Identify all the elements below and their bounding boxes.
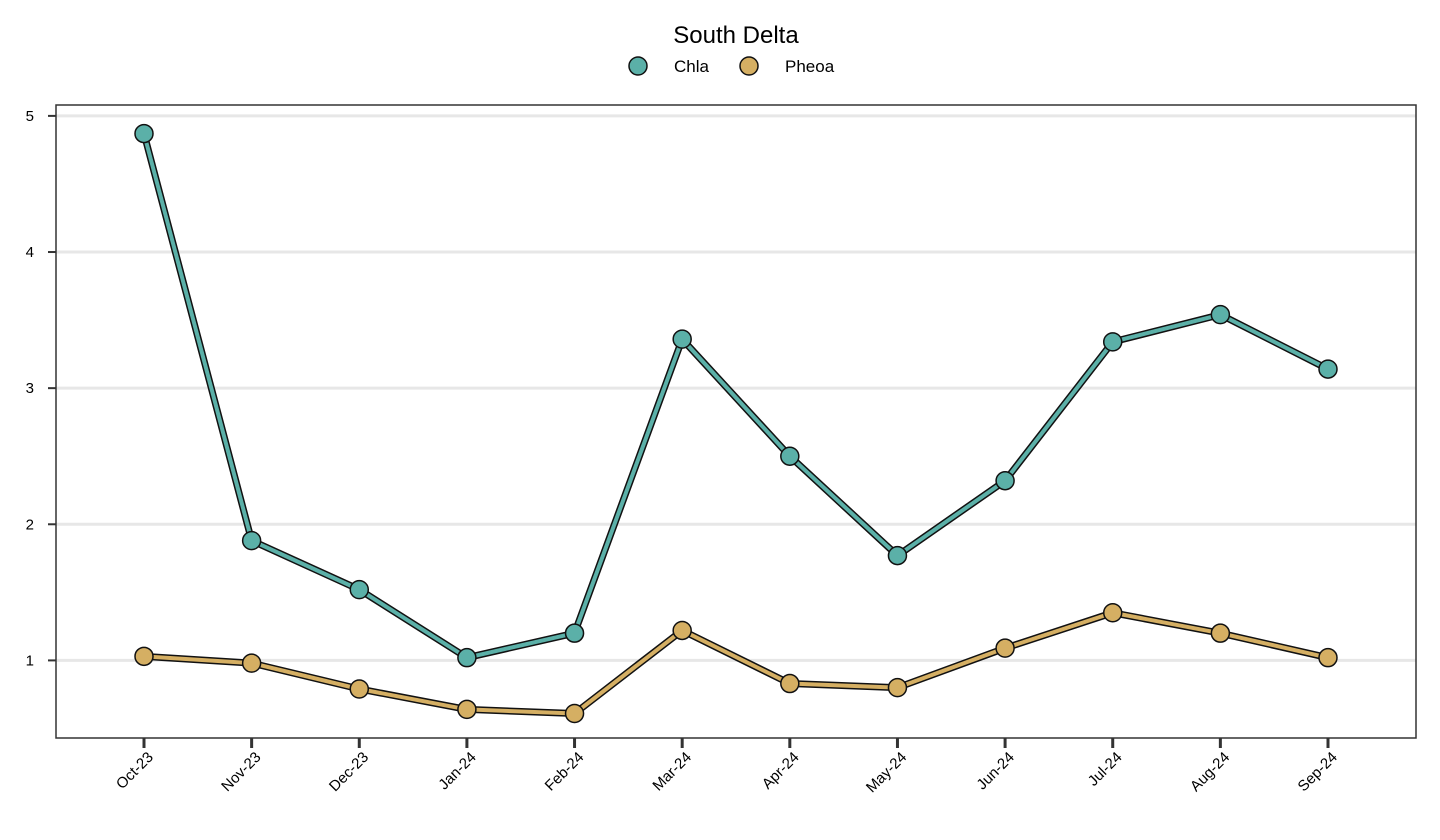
point-chla-Sep-24 (1318, 359, 1338, 379)
point-pheoa-Jun-24 (995, 638, 1015, 658)
y-tick-label-4: 4 (26, 244, 34, 261)
point-pheoa-Jul-24 (1102, 603, 1123, 623)
point-chla-Feb-24 (564, 623, 585, 643)
point-pheoa-Jan-24 (457, 699, 477, 720)
point-chla-Mar-24 (672, 329, 692, 349)
legend: Chla Pheoa (628, 56, 835, 76)
legend-label-chla: Chla (674, 57, 710, 76)
y-gridlines (56, 114, 1416, 662)
x-tick-label-Jun-24: Jun-24 (973, 749, 1017, 793)
x-tick-label-Jul-24: Jul-24 (1085, 749, 1126, 790)
y-tick-label-3: 3 (26, 380, 34, 397)
point-chla-Nov-23 (241, 530, 262, 551)
point-pheoa-May-24 (887, 677, 908, 698)
point-chla-Jun-24 (995, 470, 1015, 491)
x-tick-label-Nov-23: Nov-23 (218, 749, 264, 795)
x-tick-label-Sep-24: Sep-24 (1295, 749, 1341, 795)
point-pheoa-Oct-23 (134, 646, 154, 667)
legend-marker-pheoa (739, 56, 759, 76)
legend-label-pheoa: Pheoa (785, 57, 835, 76)
x-axis: Oct-23 Nov-23 Dec-23 Jan-24 Feb-24 Mar-24 Apr-… (113, 738, 1341, 796)
point-chla-Oct-23 (134, 123, 154, 144)
point-pheoa-Feb-24 (564, 703, 585, 724)
point-pheoa-Nov-23 (241, 653, 262, 673)
y-tick-label-1: 1 (26, 652, 34, 669)
x-tick-label-Feb-24: Feb-24 (542, 749, 588, 795)
point-pheoa-Apr-24 (780, 673, 800, 694)
legend-item-chla: Chla (628, 56, 710, 76)
chart-title: South Delta (673, 22, 799, 49)
y-tick-label-5: 5 (26, 108, 34, 125)
series-chla-line (142, 131, 1330, 660)
y-tick-label-2: 2 (26, 516, 34, 533)
legend-marker-chla (628, 56, 648, 76)
series-pheoa-line (142, 610, 1330, 716)
point-pheoa-Aug-24 (1210, 623, 1231, 643)
point-chla-Jan-24 (457, 647, 477, 668)
point-chla-Aug-24 (1210, 304, 1231, 325)
x-tick-label-Apr-24: Apr-24 (759, 749, 803, 793)
x-tick-label-Oct-23: Oct-23 (113, 749, 157, 793)
point-chla-May-24 (887, 545, 908, 566)
point-chla-Jul-24 (1102, 332, 1123, 352)
point-pheoa-Dec-23 (349, 679, 370, 699)
x-tick-label-Mar-24: Mar-24 (649, 749, 695, 795)
x-tick-label-May-24: May-24 (863, 749, 910, 796)
series-layer (134, 123, 1338, 724)
series-pheoa-outline (140, 609, 1332, 717)
plot-frame (55, 104, 1417, 739)
point-pheoa-Sep-24 (1318, 647, 1338, 668)
legend-item-pheoa: Pheoa (739, 56, 835, 76)
point-chla-Apr-24 (780, 446, 800, 466)
x-tick-label-Jan-24: Jan-24 (435, 749, 479, 793)
point-chla-Dec-23 (349, 579, 370, 600)
point-pheoa-Mar-24 (672, 620, 692, 641)
x-tick-label-Dec-23: Dec-23 (326, 749, 372, 795)
y-axis: 1 2 3 4 5 (26, 108, 56, 669)
x-tick-label-Aug-24: Aug-24 (1187, 749, 1233, 795)
